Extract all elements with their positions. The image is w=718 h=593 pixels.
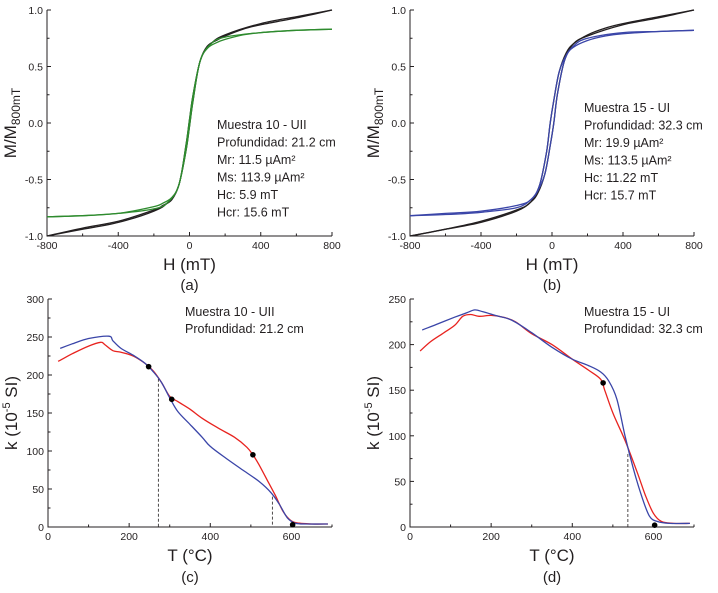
- data-marker: [651, 522, 658, 528]
- panel-label: (c): [181, 569, 199, 586]
- series-heating: [419, 313, 690, 525]
- data-marker: [600, 380, 606, 386]
- y-tick-label: 0: [400, 522, 406, 534]
- y-tick-label: 0.0: [28, 118, 43, 130]
- y-title-superscript: -5: [1, 402, 13, 412]
- y-tick-label: 50: [32, 484, 44, 496]
- y-tick-label: 0.5: [28, 62, 43, 74]
- y-title-main: k (10: [2, 412, 21, 450]
- annotation-line: Muestra 10 - UII: [217, 118, 307, 132]
- x-tick-label: 200: [120, 531, 138, 543]
- annotation-line: Profundidad: 32.3 cm: [584, 119, 703, 133]
- y-tick-label: -0.5: [388, 175, 406, 187]
- y-title-subscript: 800mT: [9, 87, 23, 125]
- y-title-main: k (10: [364, 412, 383, 450]
- series-cooling: [421, 309, 690, 525]
- y-tick-label: 300: [26, 294, 44, 306]
- panel-label: (d): [543, 569, 561, 586]
- annotation-line: Mr: 19.9 µAm²: [584, 136, 663, 150]
- x-axis-title: H (mT): [163, 255, 216, 274]
- x-tick-label: 400: [564, 531, 582, 543]
- annotation-line: Hc: 5.9 mT: [217, 188, 278, 202]
- y-title-superscript: -5: [363, 402, 375, 412]
- series-heating: [57, 341, 328, 525]
- annotation-line: Muestra 10 - UII: [185, 305, 275, 319]
- annotation-line: Profundidad: 32.3 cm: [584, 322, 703, 336]
- x-tick-label: 0: [407, 531, 413, 543]
- panel-d: 0 200 400 600 0 50 100 150 200 250 T (°C) k (10-5 S…: [363, 294, 703, 586]
- panel-label: (b): [543, 277, 561, 294]
- y-axis-title: k (10-5 SI): [363, 376, 383, 450]
- y-title-subscript: 800mT: [372, 87, 386, 125]
- y-tick-label: 200: [26, 370, 44, 382]
- y-axis-title: M/M800mT: [364, 87, 386, 158]
- series-corrected-loop-lower-branch: [409, 29, 695, 217]
- panel-c: 0 200 400 600 0 50 100 150 200 250 300 T (°C) k (10-…: [1, 294, 333, 586]
- y-axis-title: M/M800mT: [1, 87, 23, 158]
- x-tick-label: 600: [283, 531, 301, 543]
- y-title-main: M/M: [364, 125, 383, 158]
- x-tick-label: 0: [549, 240, 555, 252]
- x-axis-title: T (°C): [529, 546, 574, 565]
- y-axis-title: k (10-5 SI): [1, 376, 21, 450]
- x-tick-label: 800: [685, 240, 703, 252]
- x-tick-label: -800: [399, 240, 420, 252]
- data-marker: [289, 521, 296, 528]
- data-marker: [250, 452, 256, 458]
- annotation-line: Muestra 15 - UI: [584, 305, 670, 319]
- y-tick-label: -0.5: [25, 175, 43, 187]
- y-tick-label: 0.0: [391, 118, 406, 130]
- y-title-end: SI): [2, 376, 21, 402]
- annotation-line: Hcr: 15.6 mT: [217, 206, 290, 220]
- y-tick-label: -1.0: [388, 231, 406, 243]
- data-marker: [145, 363, 152, 370]
- annotation-line: Ms: 113.5 µAm²: [584, 154, 672, 168]
- x-axis-title: H (mT): [526, 255, 579, 274]
- panel-a: -800 -400 0 400 800 -1.0 -0.5 0.0 0.5 1.0 H (mT) M/…: [1, 5, 341, 294]
- y-tick-label: 0: [38, 522, 44, 534]
- series-cooling: [59, 335, 328, 525]
- x-tick-label: -400: [470, 240, 491, 252]
- x-tick-label: 600: [645, 531, 663, 543]
- panel-label: (a): [180, 277, 198, 294]
- y-tick-label: 1.0: [28, 5, 43, 17]
- x-tick-label: -800: [36, 240, 57, 252]
- x-tick-label: 800: [323, 240, 341, 252]
- annotation-line: Mr: 11.5 µAm²: [217, 153, 296, 167]
- series-corrected-loop-lower-branch: [46, 28, 333, 218]
- annotation-line: Profundidad: 21.2 cm: [185, 322, 304, 336]
- x-tick-label: 400: [202, 531, 220, 543]
- y-tick-label: 100: [26, 446, 44, 458]
- y-tick-label: 50: [394, 476, 406, 488]
- x-tick-label: -400: [108, 240, 129, 252]
- x-tick-label: 0: [187, 240, 193, 252]
- y-tick-label: 150: [26, 408, 44, 420]
- y-tick-label: 150: [388, 385, 406, 397]
- y-tick-label: 1.0: [391, 5, 406, 17]
- y-tick-label: -1.0: [25, 231, 43, 243]
- y-tick-label: 200: [388, 340, 406, 352]
- y-tick-label: 250: [388, 294, 406, 306]
- annotation-line: Hc: 11.22 mT: [584, 171, 658, 185]
- x-tick-label: 400: [252, 240, 270, 252]
- data-marker: [168, 396, 175, 403]
- annotation-line: Profundidad: 21.2 cm: [217, 136, 336, 150]
- y-tick-label: 100: [388, 431, 406, 443]
- x-tick-label: 0: [45, 531, 51, 543]
- annotation-line: Hcr: 15.7 mT: [584, 189, 657, 203]
- y-title-end: SI): [364, 376, 383, 402]
- annotation-line: Ms: 113.9 µAm²: [217, 171, 305, 185]
- annotation-line: Muestra 15 - UI: [584, 101, 670, 115]
- y-tick-label: 0.5: [391, 62, 406, 74]
- y-title-main: M/M: [1, 125, 20, 158]
- x-tick-label: 200: [482, 531, 500, 543]
- panel-b: -800 -400 0 400 800 -1.0 -0.5 0.0 0.5 1.0 H (mT) M/…: [364, 5, 703, 294]
- x-axis-title: T (°C): [167, 546, 212, 565]
- y-tick-label: 250: [26, 332, 44, 344]
- x-tick-label: 400: [614, 240, 632, 252]
- series-corrected-loop-upper-branch: [409, 29, 695, 217]
